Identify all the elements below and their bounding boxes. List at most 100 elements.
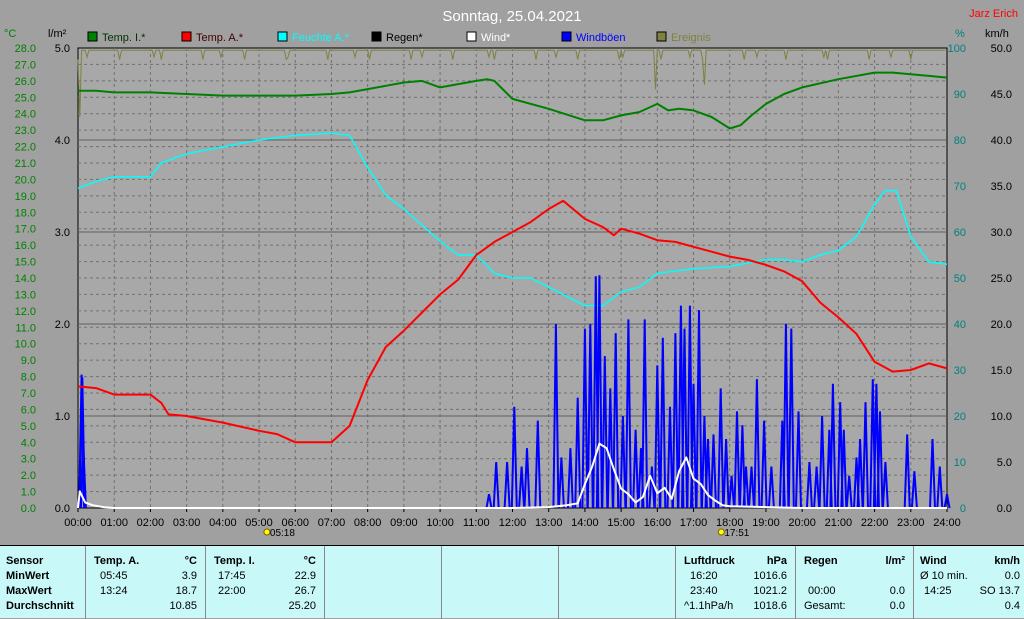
legend-swatch — [87, 31, 98, 42]
time-tick-label: 19:00 — [752, 517, 780, 529]
windboeen-spike — [782, 323, 790, 509]
regen-max-value: 0.0 — [889, 585, 905, 597]
pct-tick-label: 10 — [954, 457, 966, 469]
temp-a-min-value: 3.9 — [181, 570, 197, 582]
windboeen-spike — [534, 420, 542, 509]
time-tick-label: 09:00 — [390, 517, 418, 529]
temp-tick-label: 2.0 — [21, 470, 36, 482]
wind-unit: km/h — [994, 555, 1020, 567]
sunset-icon — [717, 528, 725, 536]
windboeen-spike — [695, 310, 703, 509]
legend-label: Temp. I.* — [102, 32, 146, 44]
windboeen-spike — [876, 411, 884, 509]
windboeen-spike — [606, 388, 614, 509]
wind-tick-label: 20.0 — [991, 319, 1012, 331]
windboeen-spike — [648, 466, 656, 509]
windboeen-spike — [586, 323, 594, 509]
wind-avg-value: 0.4 — [1004, 600, 1020, 612]
pct-tick-label: 30 — [954, 365, 966, 377]
windboeen-spike — [813, 466, 821, 509]
temp-i-unit: °C — [303, 555, 316, 567]
time-tick-label: 20:00 — [788, 517, 816, 529]
windboeen-spike — [717, 388, 725, 509]
time-tick-label: 05:00 — [245, 517, 273, 529]
temp-tick-label: 7.0 — [21, 388, 36, 400]
legend-label: Windböen — [576, 32, 626, 44]
chart-title: Sonntag, 25.04.2021 — [442, 8, 581, 25]
windboeen-spike — [943, 494, 951, 509]
author-label: Jarz Erich — [969, 8, 1018, 20]
series-feuchte-a — [77, 132, 948, 307]
windboeen-spike — [795, 411, 802, 509]
time-tick-label: 11:00 — [463, 517, 490, 529]
time-tick-label: 07:00 — [318, 517, 346, 529]
windboeen-spike — [581, 328, 589, 509]
time-tick-label: 00:00 — [64, 517, 92, 529]
rain-tick-label: 0.0 — [55, 503, 70, 515]
windboeen-spike — [748, 466, 755, 509]
temp-a-max-value: 18.7 — [175, 585, 197, 597]
sensor-header: Sensor — [6, 555, 44, 567]
time-tick-label: 08:00 — [354, 517, 382, 529]
pct-tick-label: 90 — [954, 89, 966, 101]
windboeen-spike — [910, 471, 918, 509]
wind-tick-label: 45.0 — [991, 89, 1012, 101]
temp-tick-label: 25.0 — [15, 92, 36, 104]
temp-i-min-value: 22.9 — [294, 570, 316, 582]
pct-tick-label: 20 — [954, 411, 966, 423]
temp-tick-label: 27.0 — [15, 59, 36, 71]
windboeen-spike — [862, 402, 869, 509]
luftdruck-column: Luftdruck hPa 16:20 1016.6 23:40 1021.2 … — [676, 546, 796, 619]
temp-tick-label: 13.0 — [15, 289, 36, 301]
regen-column: Regen l/m² 00:00 0.0 Gesamt: 0.0 — [796, 546, 914, 619]
windboeen-spike — [641, 319, 649, 509]
temp-tick-label: 17.0 — [15, 224, 36, 236]
windboeen-spike — [681, 328, 688, 509]
temp-tick-label: 1.0 — [21, 487, 36, 499]
temp-tick-label: 26.0 — [15, 76, 36, 88]
sensor-row-avg: Durchschnitt — [6, 600, 74, 612]
windboeen-spike — [690, 383, 697, 509]
legend-swatch — [181, 31, 192, 42]
temp-a-column: Temp. A. °C 05:45 3.9 13:24 18.7 10.85 — [86, 546, 206, 619]
temp-tick-label: 15.0 — [15, 257, 36, 269]
windboeen-spike — [767, 466, 775, 509]
sensor-row-min: MinWert — [6, 570, 50, 582]
temp-tick-label: 5.0 — [21, 421, 36, 433]
time-tick-label: 23:00 — [897, 517, 925, 529]
weather-chart: Sonntag, 25.04.2021 Jarz Erich °C l/m² %… — [4, 8, 1018, 539]
wind-tick-label: 10.0 — [991, 411, 1012, 423]
pct-tick-label: 60 — [954, 227, 966, 239]
windboeen-spike — [704, 438, 712, 509]
windboeen-spike — [881, 461, 889, 509]
windboeen-spike — [666, 406, 674, 509]
temp-tick-label: 23.0 — [15, 125, 36, 137]
pct-tick-label: 100 — [948, 43, 966, 55]
windboeen-spike — [503, 461, 511, 509]
legend-label: Temp. A.* — [196, 32, 244, 44]
stats-panel: Sensor MinWert MaxWert Durchschnitt Temp… — [0, 545, 1024, 619]
regen-header: Regen — [804, 555, 838, 567]
wind-tick-label: 50.0 — [991, 43, 1012, 55]
luftdruck-avg-value: 1018.6 — [753, 600, 787, 612]
windboeen-spike — [595, 275, 603, 509]
time-tick-label: 18:00 — [716, 517, 744, 529]
unit-wind-label: km/h — [985, 28, 1009, 40]
luftdruck-trend: ^1.1hPa/h — [684, 600, 734, 612]
time-tick-label: 12:00 — [499, 517, 527, 529]
luftdruck-header: Luftdruck — [684, 555, 735, 567]
unit-temp-label: °C — [4, 28, 16, 40]
chart-legend: Temp. I.* Temp. A.* Feuchte A.* Regen* Wind*… — [87, 31, 711, 44]
temp-i-min-time: 17:45 — [218, 570, 246, 582]
windboeen-spike — [601, 356, 609, 509]
time-tick-label: 14:00 — [571, 517, 599, 529]
windboeen-spike — [722, 438, 730, 509]
temp-tick-label: 11.0 — [15, 322, 36, 334]
windboeen-spike — [840, 429, 848, 509]
temp-tick-label: 22.0 — [15, 142, 36, 154]
windboeen-spike — [733, 411, 741, 509]
temp-tick-label: 12.0 — [15, 306, 36, 318]
windboeen-spike — [492, 461, 500, 509]
rain-tick-label: 4.0 — [55, 135, 70, 147]
windboeen-spike — [552, 323, 560, 509]
